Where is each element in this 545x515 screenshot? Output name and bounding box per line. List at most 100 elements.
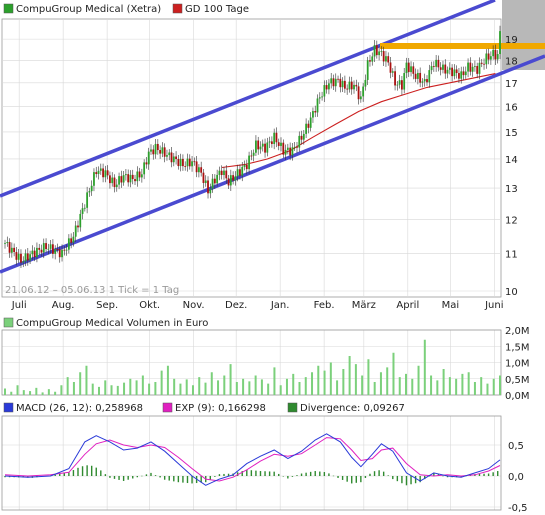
volume-bar — [279, 385, 282, 395]
divergence-bar — [186, 476, 189, 484]
candle-body — [234, 176, 237, 181]
candle-body — [113, 177, 116, 188]
volume-bar — [455, 378, 458, 395]
divergence-bar — [104, 474, 107, 476]
candle-body — [432, 66, 435, 67]
month-tick-label: Aug. — [52, 300, 75, 311]
candle-body — [382, 51, 385, 62]
divergence-bar — [378, 470, 380, 476]
candle-body — [252, 152, 255, 156]
candle-body — [31, 250, 34, 255]
month-tick-label: April — [396, 300, 419, 311]
divergence-bar — [273, 471, 275, 476]
candle-body — [77, 225, 79, 228]
volume-bar — [191, 385, 194, 395]
volume-bar — [204, 382, 207, 395]
candle-body — [49, 244, 52, 249]
candle-body — [364, 79, 367, 87]
price-tick-label: 11 — [505, 250, 518, 261]
candle-body — [168, 152, 171, 156]
candle-body — [293, 146, 296, 148]
candle-body — [186, 158, 189, 167]
candle-body — [394, 71, 396, 86]
macd-tick-label: -0,5 — [508, 503, 528, 514]
candle-body — [261, 143, 264, 147]
candle-body — [403, 73, 406, 90]
candle-body — [371, 56, 374, 62]
candle-body — [462, 71, 465, 76]
divergence-bar — [387, 475, 389, 476]
divergence-bar — [68, 472, 70, 476]
candle-body — [291, 147, 294, 156]
candle-body — [355, 84, 358, 87]
volume-bar — [285, 378, 288, 395]
candle-body — [350, 81, 353, 90]
volume-bar — [160, 370, 163, 395]
moving-average-layer — [221, 73, 496, 169]
candle-body — [20, 253, 22, 263]
volume-bar — [329, 362, 332, 395]
candle-body — [435, 59, 438, 67]
candle-body — [47, 248, 50, 250]
price-tick-label: 14 — [505, 155, 518, 166]
candle-body — [426, 79, 428, 83]
candle-body — [93, 172, 95, 186]
candle-body — [476, 66, 479, 74]
divergence-bar — [127, 476, 129, 480]
candle-body — [211, 178, 214, 189]
candle-body — [416, 72, 419, 79]
candle-body — [8, 242, 11, 253]
volume-bar — [141, 375, 144, 395]
candle-body — [95, 172, 98, 175]
month-tick-label: März — [352, 300, 376, 311]
candle-body — [177, 159, 180, 167]
candle-body — [412, 66, 415, 74]
candle-body — [63, 249, 66, 251]
candle-body — [284, 149, 287, 155]
month-tick-label: Mai — [442, 300, 460, 311]
candle-body — [467, 62, 469, 72]
price-tick-label: 10 — [505, 287, 518, 298]
candle-body — [65, 249, 68, 251]
divergence-bar — [250, 470, 253, 476]
candle-body — [236, 169, 239, 177]
volume-grid — [2, 329, 501, 396]
candle-body — [4, 243, 6, 244]
candle-body — [197, 167, 200, 173]
candle-body — [410, 66, 412, 73]
candle-body — [61, 249, 63, 258]
candle-body — [24, 253, 27, 262]
candle-body — [332, 78, 335, 87]
candle-body — [138, 171, 141, 178]
candle-body — [111, 177, 114, 184]
candle-body — [419, 72, 422, 83]
candle-body — [387, 56, 390, 63]
divergence-bar — [341, 476, 344, 480]
candle-body — [152, 149, 155, 155]
legend-swatch-price — [3, 3, 14, 14]
candle-body — [375, 45, 378, 56]
candle-body — [179, 158, 182, 167]
volume-bar — [54, 391, 57, 395]
divergence-bar — [478, 473, 481, 476]
info-text: 21.06.12 – 05.06.13 1 Tick = 1 Tag — [5, 285, 179, 296]
divergence-bar — [460, 476, 462, 478]
volume-panel: CompuGroup Medical Volumen in Euro 0,0M0… — [1, 317, 530, 402]
volume-y-axis: 0,0M 0,5M 1,0M 1,5M 2,0M — [505, 326, 530, 402]
candle-body — [129, 174, 132, 183]
divergence-bar — [136, 476, 139, 478]
candle-body — [366, 60, 369, 80]
divergence-bar — [81, 466, 84, 476]
legend-label-divergence: Divergence: 0,09267 — [300, 403, 405, 414]
divergence-bar — [282, 476, 284, 477]
divergence-bar — [323, 472, 326, 476]
volume-bar — [91, 383, 94, 395]
candle-body — [22, 261, 25, 263]
legend-label-macd: MACD (26, 12): 0,258968 — [16, 403, 143, 414]
divergence-bar — [351, 476, 353, 484]
divergence-bar — [100, 470, 102, 476]
candle-body — [328, 83, 330, 90]
divergence-bar — [173, 476, 175, 482]
candle-body — [188, 158, 191, 167]
